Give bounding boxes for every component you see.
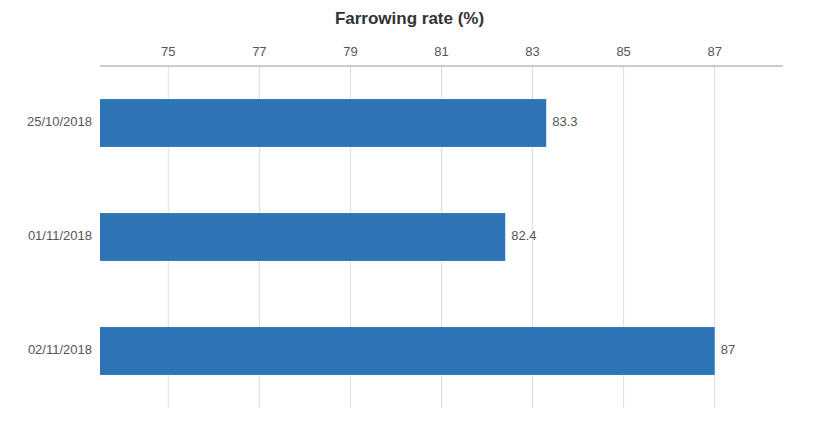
x-tick-label: 87 [707, 44, 721, 59]
title: Farrowing rate (%) [335, 9, 484, 28]
bar [100, 99, 546, 147]
x-tick-label: 81 [434, 44, 448, 59]
y-tick-label: 01/11/2018 [28, 228, 92, 243]
x-tick-label: 75 [161, 44, 175, 59]
chart: Farrowing rate (%) 75 77 79 81 83 85 87 02/11/20… [0, 0, 819, 424]
data-label: 87 [721, 342, 735, 357]
x-tick-label: 83 [525, 44, 539, 59]
data-label: 82.4 [511, 228, 536, 243]
y-tick-label: 25/10/2018 [27, 114, 92, 129]
bars [100, 99, 715, 375]
data-label: 83.3 [552, 114, 577, 129]
x-tick-label: 79 [343, 44, 357, 59]
x-tick-label: 85 [616, 44, 630, 59]
bar [100, 327, 715, 375]
y-tick-label: 02/11/2018 [28, 342, 92, 357]
x-axis-line [100, 66, 783, 67]
x-tick-label: 77 [252, 44, 266, 59]
bar [100, 213, 505, 261]
